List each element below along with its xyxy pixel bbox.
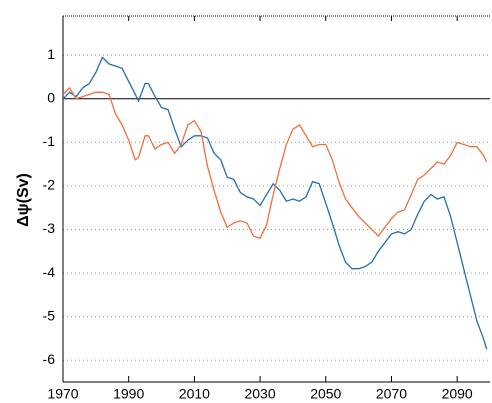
x-tick-label: 2010 [179,386,210,402]
x-tick-label: 2050 [310,386,341,402]
y-tick-label: 1 [47,46,55,62]
x-tick-label: 2090 [442,386,473,402]
y-tick-label: -3 [43,220,56,236]
y-axis-label: Δψ(Sv) [15,173,32,227]
y-tick-label: 0 [47,89,55,105]
x-tick-label: 2030 [244,386,275,402]
x-tick-label: 2070 [376,386,407,402]
series-line [62,86,488,239]
y-tick-label: -5 [43,307,56,323]
y-tick-label: -1 [43,133,56,149]
series-line [62,56,488,350]
y-tick-label: -2 [43,177,56,193]
x-tick-label: 1970 [47,386,78,402]
y-tick-label: -4 [43,264,56,280]
x-tick-label: 1990 [113,386,144,402]
y-tick-label: -6 [43,351,56,367]
